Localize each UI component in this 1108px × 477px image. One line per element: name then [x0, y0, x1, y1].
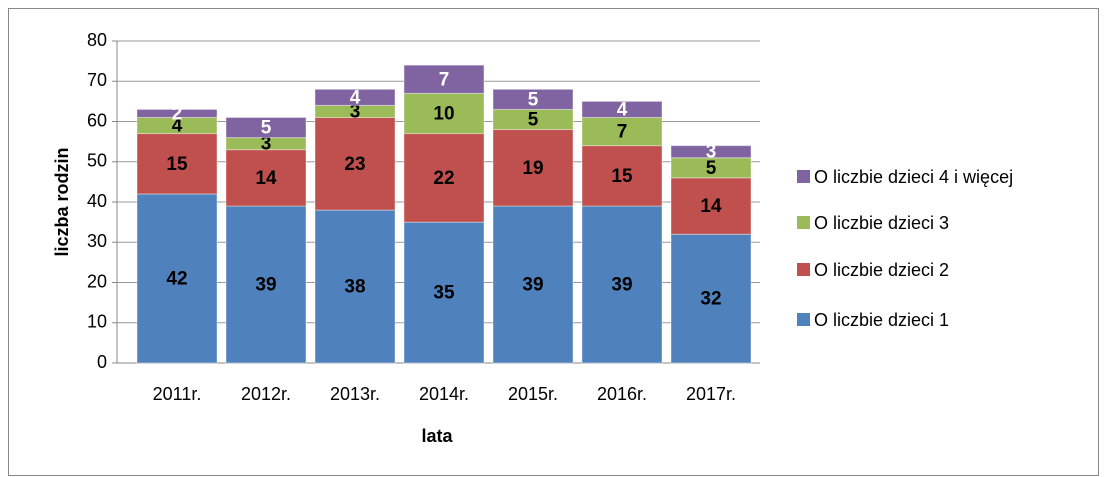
y-tick-label: 80	[87, 30, 107, 50]
y-tick-label: 0	[97, 352, 107, 372]
x-tick-label: 2017r.	[686, 384, 736, 404]
bar-segment	[403, 64, 485, 94]
data-label: 5	[528, 89, 539, 110]
data-label: 22	[433, 168, 454, 189]
data-label: 15	[611, 166, 633, 187]
legend-label: O liczbie dzieci 2	[814, 260, 949, 280]
bar-segment	[136, 133, 218, 195]
x-tick-label: 2014r.	[419, 384, 469, 404]
x-tick-label: 2011r.	[153, 384, 202, 404]
bar-segment	[225, 116, 307, 139]
bar-segment	[581, 145, 663, 207]
y-tick-label: 40	[87, 191, 107, 211]
bar-segment	[492, 205, 574, 364]
legend-swatch	[797, 263, 810, 276]
data-label: 14	[700, 196, 722, 217]
x-tick-label: 2012r.	[241, 384, 291, 404]
data-label: 3	[261, 134, 272, 155]
bar-segment	[403, 133, 485, 223]
data-label: 7	[439, 69, 450, 90]
data-label: 4	[350, 87, 361, 108]
data-label: 5	[261, 118, 272, 139]
bar-segment	[670, 177, 752, 235]
bar-segment	[136, 108, 218, 118]
bar-segment	[225, 205, 307, 364]
data-label: 23	[344, 154, 365, 175]
data-label: 4	[172, 116, 183, 137]
data-label: 15	[166, 154, 188, 175]
legend-swatch	[797, 170, 810, 183]
bar-segment	[403, 92, 485, 135]
y-axis-title: liczba rodzin	[52, 147, 72, 256]
y-tick-label: 50	[87, 151, 107, 171]
bar-segment	[403, 221, 485, 364]
y-tick-label: 60	[87, 110, 107, 130]
y-tick-label: 70	[87, 70, 107, 90]
data-label: 2	[172, 103, 183, 124]
y-tick-label: 10	[87, 312, 107, 332]
x-tick-label: 2013r.	[330, 384, 380, 404]
data-label: 5	[706, 158, 717, 179]
data-label: 5	[528, 110, 539, 131]
y-tick-label: 20	[87, 271, 107, 291]
data-label: 10	[433, 103, 454, 124]
bar-segment	[225, 149, 307, 207]
data-label: 3	[706, 142, 717, 163]
legend-swatch	[797, 313, 810, 326]
data-label: 32	[700, 289, 721, 310]
bar-segment	[136, 193, 218, 364]
bar-segment	[581, 116, 663, 147]
bar-segment	[670, 145, 752, 159]
data-label: 35	[433, 283, 455, 304]
data-label: 4	[617, 99, 628, 120]
data-label: 14	[255, 168, 277, 189]
bar-segment	[314, 116, 396, 211]
data-label: 39	[611, 275, 632, 296]
y-tick-label: 30	[87, 231, 107, 251]
bar-segment	[581, 205, 663, 364]
data-label: 3	[350, 101, 361, 122]
data-label: 38	[344, 277, 365, 298]
data-label: 19	[522, 158, 543, 179]
data-label: 7	[617, 122, 628, 143]
x-tick-label: 2015r.	[508, 384, 558, 404]
x-axis-title: lata	[421, 426, 453, 446]
x-tick-label: 2016r.	[597, 384, 647, 404]
bar-segment	[670, 233, 752, 364]
bar-segment	[581, 100, 663, 118]
bar-segment	[314, 209, 396, 364]
data-label: 39	[255, 275, 276, 296]
bar-segment	[314, 88, 396, 106]
legend-label: O liczbie dzieci 3	[814, 213, 949, 233]
legend-label: O liczbie dzieci 1	[814, 310, 949, 330]
data-label: 42	[166, 268, 187, 289]
data-label: 39	[522, 275, 543, 296]
legend-label: O liczbie dzieci 4 i więcej	[814, 167, 1013, 187]
legend-swatch	[797, 216, 810, 229]
bar-segment	[670, 157, 752, 179]
bar-segment	[492, 88, 574, 110]
